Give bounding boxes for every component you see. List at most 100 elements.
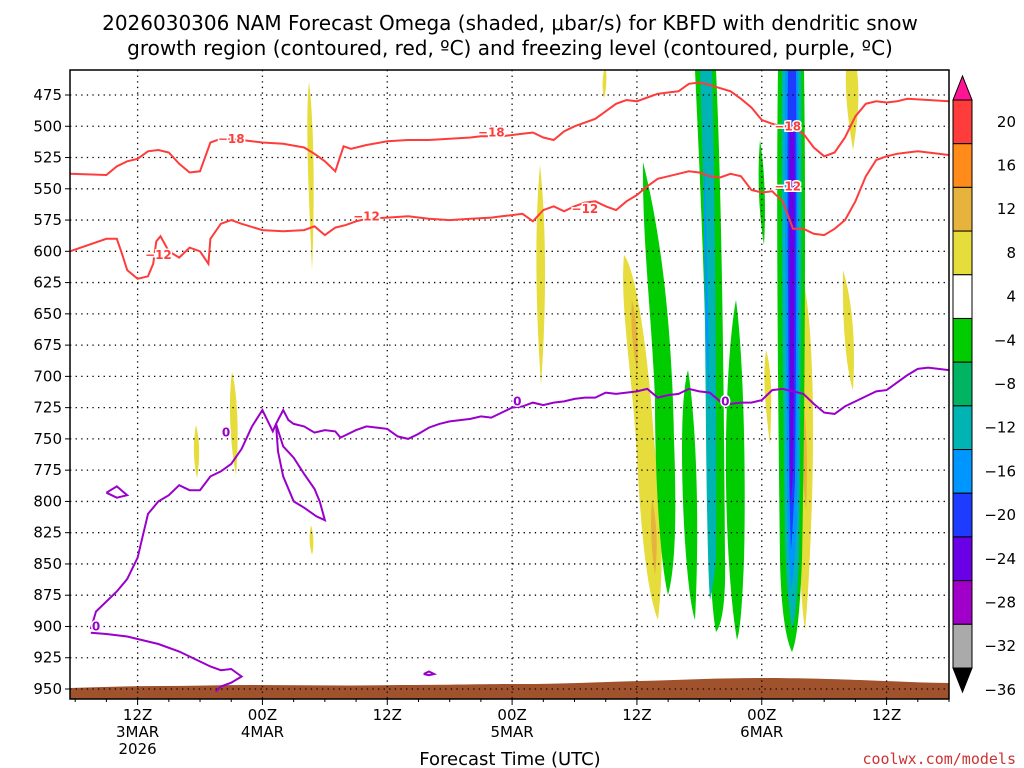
- omega-positive-small-5: [536, 165, 546, 385]
- x-tick-label: 00Z: [248, 706, 277, 724]
- colorbar-swatch: [952, 449, 973, 494]
- contour-label: −18: [774, 119, 801, 133]
- x-axis-label: Forecast Time (UTC): [419, 749, 600, 768]
- colorbar-top-arrow: [952, 74, 973, 101]
- dgz-minus18-line: [70, 81, 949, 177]
- colorbar: 20 16 12 8 4 −4 −8 −12 −16 −20 −24 −28 −32 −36: [952, 74, 1016, 699]
- colorbar-tick-label: −32: [984, 637, 1016, 655]
- vertical-gridlines: [136, 70, 888, 699]
- x-tick-label: 5MAR: [491, 723, 534, 741]
- y-tick-label: 550: [33, 180, 62, 198]
- y-tick-label: 700: [33, 367, 62, 385]
- x-tick-label: 12Z: [622, 706, 651, 724]
- colorbar-tick-label: 4: [1006, 288, 1016, 306]
- y-tick-label: 775: [33, 461, 62, 479]
- colorbar-bottom-arrow: [952, 667, 973, 694]
- x-tick-label: 12Z: [373, 706, 402, 724]
- y-tick-label: 800: [33, 492, 62, 510]
- omega-positive-band-2: [764, 350, 772, 445]
- contour-label: −12: [572, 202, 599, 216]
- colorbar-swatch: [952, 623, 973, 669]
- y-tick-label: 925: [33, 649, 62, 667]
- freezing-level-small-loop-2: [423, 670, 438, 677]
- omega-positive-core-1: [631, 300, 638, 372]
- y-tick-label: 625: [33, 274, 62, 292]
- omega-shading: [70, 70, 949, 699]
- omega-positive-core-2: [651, 500, 657, 575]
- y-tick-label: 500: [33, 117, 62, 135]
- x-tick-label: 00Z: [747, 706, 776, 724]
- colorbar-tick-label: −28: [984, 593, 1016, 611]
- y-tick-label: 600: [33, 242, 62, 260]
- omega-positive-small-2: [229, 372, 238, 475]
- contour-label: −18: [478, 126, 505, 140]
- y-tick-label: 725: [33, 399, 62, 417]
- colorbar-swatch: [952, 274, 973, 319]
- freezing-level-main-line: [251, 366, 949, 440]
- colorbar-tick-label: −12: [984, 419, 1016, 437]
- colorbar-tick-label: −4: [994, 331, 1016, 349]
- contour-label: 0: [721, 394, 729, 408]
- omega-negative-band-2: [682, 370, 698, 620]
- contour-label: −12: [145, 248, 172, 262]
- terrain-ground: [70, 678, 949, 699]
- omega-negative-band-1: [642, 162, 676, 595]
- y-axis-ticks: 475 500 525 550 575 600 625 650 675 700 725 750 775 8…: [33, 86, 70, 698]
- freezing-level-loop-line: [89, 425, 253, 630]
- x-tick-label: 6MAR: [740, 723, 783, 741]
- omega-positive-small-3: [193, 425, 200, 478]
- horizontal-gridlines: [70, 94, 949, 690]
- plot-area: −18 −18 −18 −12 −12 −12 −12 0 0 0 0: [70, 70, 949, 699]
- y-tick-label: 525: [33, 149, 62, 167]
- dgz-minus12-line: [70, 150, 949, 280]
- omega-positive-small-4: [309, 525, 314, 555]
- contour-label: 0: [92, 619, 100, 633]
- omega-positive-band-4: [842, 270, 854, 390]
- site-credit: coolwx.com/models: [862, 750, 1016, 768]
- x-tick-label: 12Z: [123, 706, 152, 724]
- colorbar-swatch: [952, 230, 973, 276]
- colorbar-swatch: [952, 405, 973, 451]
- colorbar-tick-label: 8: [1006, 244, 1016, 262]
- y-tick-label: 850: [33, 555, 62, 573]
- colorbar-swatch: [952, 536, 973, 582]
- y-tick-label: 750: [33, 430, 62, 448]
- colorbar-swatch: [952, 317, 973, 363]
- colorbar-swatch: [952, 361, 973, 407]
- y-tick-label: 575: [33, 211, 62, 229]
- contour-label: −12: [774, 179, 801, 193]
- y-tick-label: 950: [33, 680, 62, 698]
- contour-label: 0: [222, 426, 230, 440]
- colorbar-swatch: [952, 492, 973, 538]
- colorbar-tick-label: 20: [997, 113, 1016, 131]
- freezing-level-bottom-line: [90, 631, 244, 693]
- colorbar-tick-label: 16: [997, 157, 1016, 175]
- y-tick-label: 825: [33, 524, 62, 542]
- y-tick-label: 875: [33, 586, 62, 604]
- y-tick-label: 650: [33, 305, 62, 323]
- omega-negative-band-4: [725, 300, 745, 640]
- x-tick-label: 12Z: [872, 706, 901, 724]
- y-tick-label: 475: [33, 86, 62, 104]
- contour-label: 0: [513, 394, 521, 408]
- omega-negative-core-6: [704, 160, 709, 400]
- y-tick-label: 675: [33, 336, 62, 354]
- x-tick-label: 4MAR: [241, 723, 284, 741]
- colorbar-tick-label: −8: [994, 375, 1016, 393]
- x-tick-label: 00Z: [497, 706, 526, 724]
- freezing-level-inner-line: [275, 423, 327, 522]
- contour-label: −12: [353, 209, 380, 223]
- colorbar-tick-label: −16: [984, 462, 1016, 480]
- colorbar-swatch: [952, 580, 973, 625]
- omega-positive-small-6: [602, 70, 607, 98]
- freezing-level-small-loop-1: [105, 485, 130, 499]
- chart-title-line1: 2026030306 NAM Forecast Omega (shaded, μ…: [102, 11, 918, 35]
- chart-title-line2: growth region (contoured, red, ºC) and f…: [127, 36, 893, 60]
- omega-positive-small-1: [307, 82, 314, 270]
- contour-label: −18: [218, 132, 245, 146]
- plot-frame: [69, 69, 950, 700]
- colorbar-tick-label: 12: [997, 200, 1016, 218]
- omega-positive-band-5: [845, 70, 859, 150]
